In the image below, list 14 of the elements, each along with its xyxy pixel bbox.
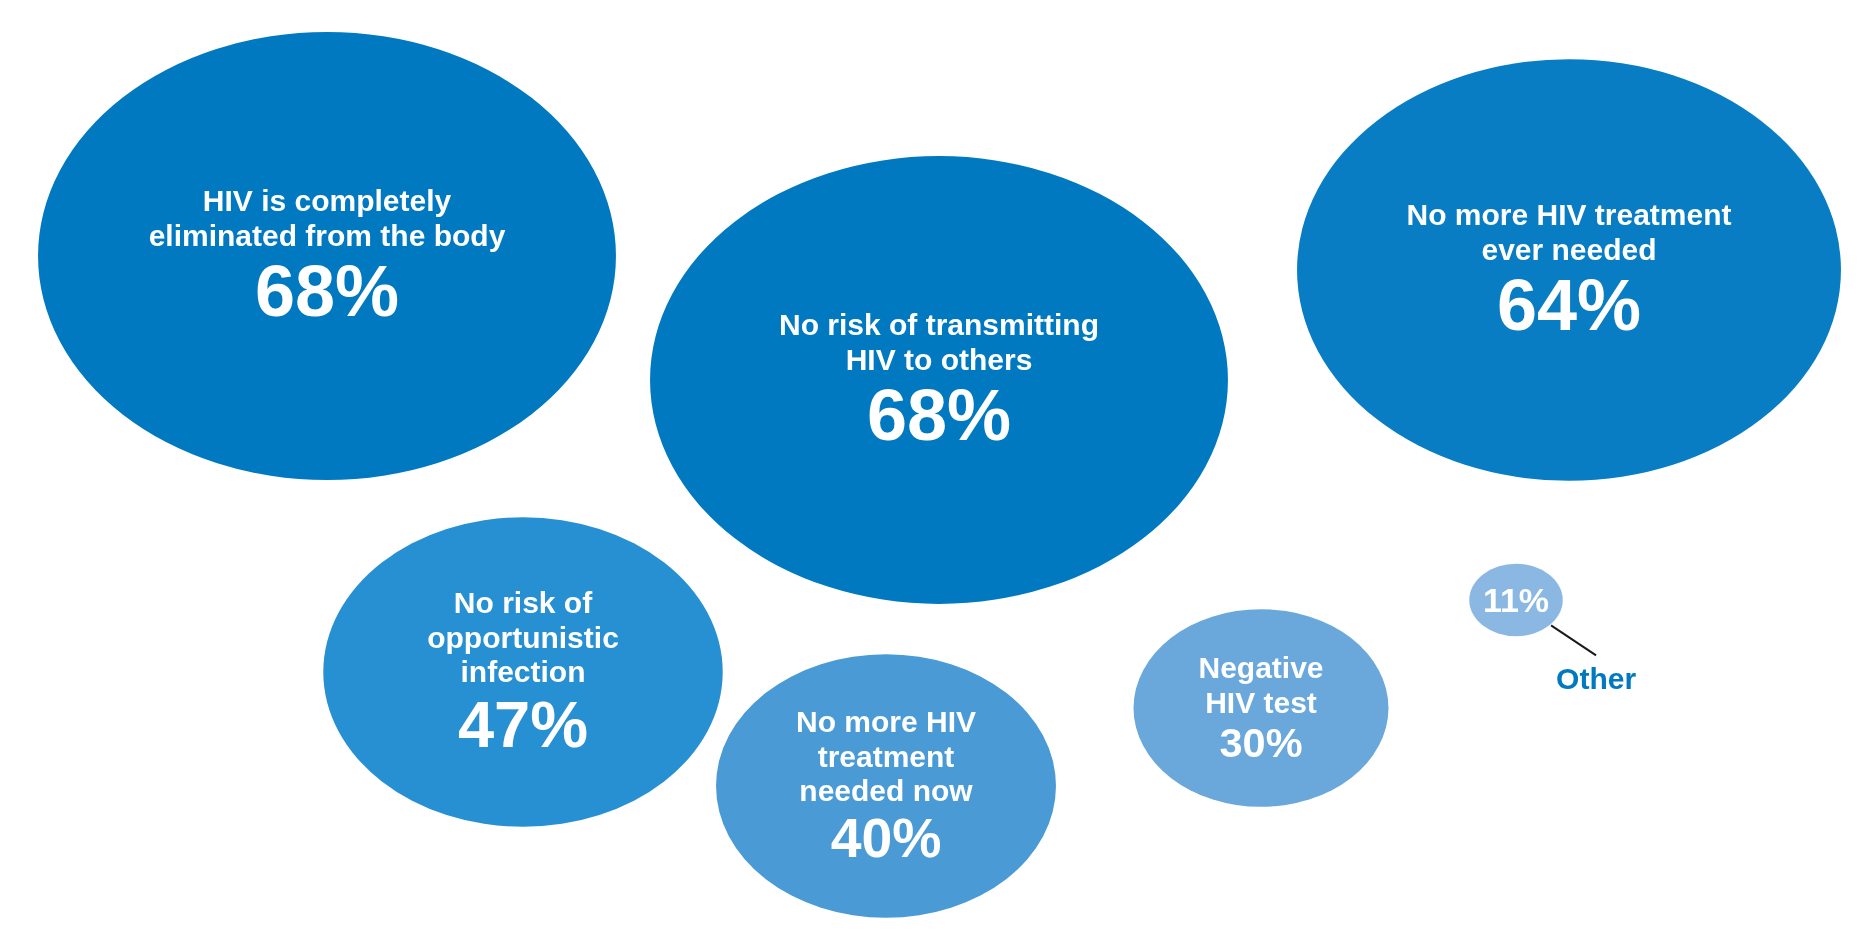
data-label: 30% xyxy=(1219,719,1303,767)
category-label: No more HIV treatment needed now xyxy=(795,705,977,808)
data-label: 68% xyxy=(866,374,1012,455)
data-label: 47% xyxy=(457,687,589,761)
data-label: 11% xyxy=(1482,580,1550,619)
category-label: No more HIV treatment ever needed xyxy=(1406,198,1732,266)
category-label: Negative HIV test xyxy=(1198,651,1324,719)
data-label: 68% xyxy=(254,250,400,331)
data-label: 40% xyxy=(830,807,942,870)
category-label: Other xyxy=(1556,662,1637,696)
category-label: No risk of transmitting HIV to others xyxy=(778,308,1100,376)
category-label: HIV is completely eliminated from the body xyxy=(148,184,506,252)
data-label: 64% xyxy=(1496,264,1642,345)
category-label: No risk of opportunistic infection xyxy=(427,586,619,689)
